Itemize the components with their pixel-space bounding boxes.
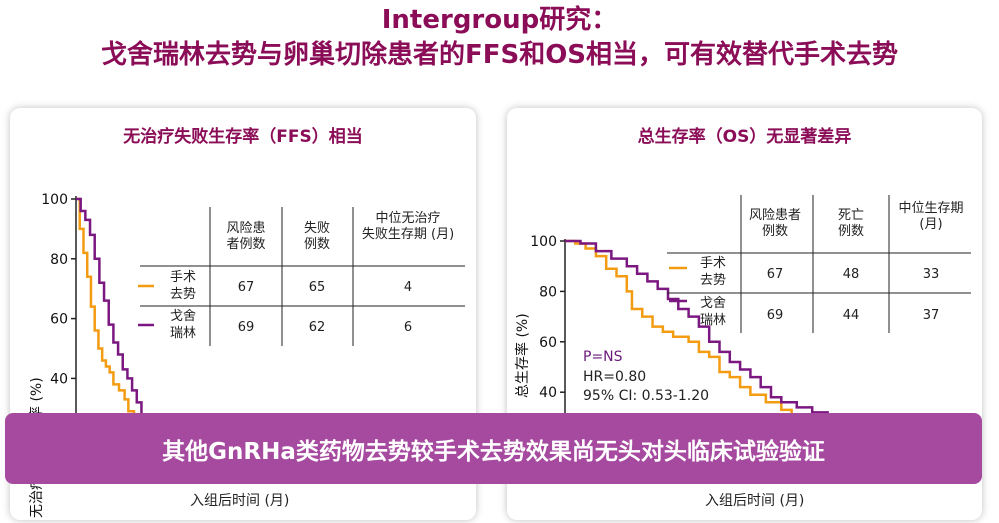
os-p-value: P=NS (583, 349, 623, 365)
os-panel-title: 总生存率（OS）无显著差异 (637, 127, 852, 147)
os-cell: 44 (843, 308, 860, 323)
ffs-col-header-fail-2: 例数 (304, 237, 330, 252)
os-col-header-risk: 风险患者 (749, 208, 801, 223)
os-y-tick-label: 60 (539, 335, 557, 351)
os-y-tick-label: 40 (539, 385, 557, 401)
ffs-col-header-risk-2: 者例数 (226, 237, 265, 252)
conclusion-banner: 其他GnRHa类药物去势较手术去势效果尚无头对头临床试验验证 (5, 413, 982, 484)
os-y-tick-label: 80 (539, 284, 557, 300)
ffs-x-axis-label: 入组后时间 (月) (190, 493, 290, 509)
os-col-header-death: 死亡 (838, 208, 864, 223)
ffs-chart: 无治疗失败生存率 (%) 10080604020 风险患 者例数 失败 例数 中… (28, 192, 465, 518)
ffs-y-tick-label: 40 (50, 371, 68, 387)
os-x-axis-label: 入组后时间 (月) (705, 493, 805, 509)
ffs-row-label-goserelin-2: 瑞林 (170, 326, 196, 341)
ffs-y-tick-label: 80 (50, 252, 68, 268)
os-cell: 69 (767, 308, 784, 323)
os-ci: 95% CI: 0.53-1.20 (583, 388, 709, 404)
ffs-cell: 69 (238, 320, 255, 335)
os-row-label-goserelin: 戈舍 (700, 296, 726, 311)
ffs-y-tick-label: 100 (41, 192, 68, 208)
os-cell: 37 (923, 308, 940, 323)
ffs-row-label-goserelin: 戈舍 (170, 309, 196, 324)
os-row-label-goserelin-2: 瑞林 (700, 313, 726, 328)
os-hr: HR=0.80 (583, 369, 646, 385)
os-col-header-median-2: (月) (919, 217, 942, 232)
ffs-cell: 65 (309, 280, 326, 295)
page-title-line-1: Intergroup研究： (381, 5, 618, 35)
os-y-tick-label: 100 (530, 234, 557, 250)
os-y-axis-label: 总生存率 (%) (514, 313, 531, 398)
os-cell: 48 (843, 267, 860, 282)
ffs-cell: 4 (404, 280, 412, 295)
ffs-col-header-median-2: 失败生存期 (月) (362, 227, 454, 242)
ffs-panel-title: 无治疗失败生存率（FFS）相当 (123, 127, 363, 147)
ffs-cell: 67 (238, 280, 255, 295)
ffs-y-tick-label: 60 (50, 312, 68, 328)
ffs-cell: 6 (404, 320, 412, 335)
os-col-header-median: 中位生存期 (898, 201, 963, 216)
os-col-header-death-2: 例数 (838, 224, 864, 239)
os-col-header-risk-2: 例数 (762, 224, 788, 239)
ffs-col-header-median: 中位无治疗 (375, 211, 440, 226)
os-cell: 67 (767, 267, 784, 282)
os-row-label-surgery: 手术 (700, 256, 726, 271)
ffs-row-label-surgery-2: 去势 (170, 286, 196, 302)
ffs-col-header-fail: 失败 (304, 221, 330, 236)
os-row-label-surgery-2: 去势 (700, 272, 726, 288)
os-cell: 33 (923, 267, 940, 282)
page-title-line-2: 戈舍瑞林去势与卵巢切除患者的FFS和OS相当，可有效替代手术去势 (100, 40, 899, 70)
ffs-col-header-risk: 风险患 (226, 221, 265, 236)
ffs-cell: 62 (309, 320, 326, 335)
ffs-row-label-surgery: 手术 (170, 270, 196, 285)
